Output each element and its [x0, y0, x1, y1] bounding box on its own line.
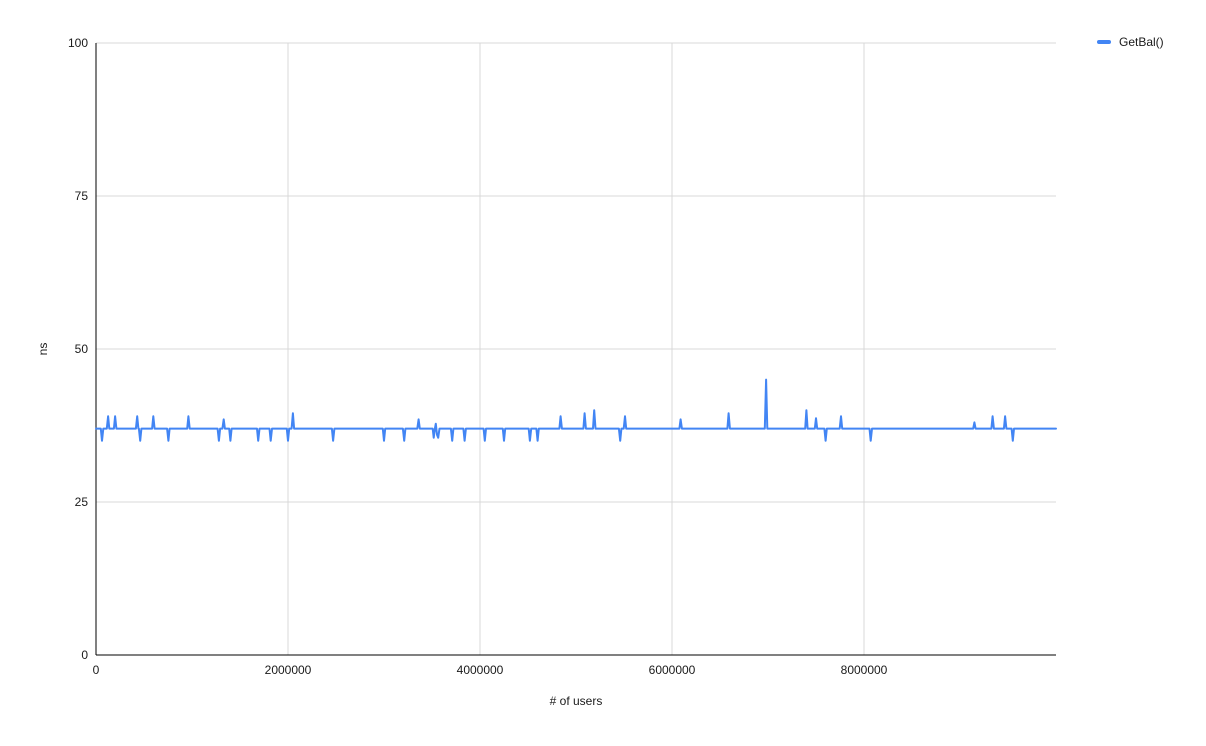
x-tick-label: 2000000 — [264, 663, 312, 677]
legend-label: GetBal() — [1119, 35, 1164, 49]
x-tick-label: 0 — [92, 663, 100, 677]
legend: GetBal() — [1097, 35, 1164, 49]
series-line-getbal — [95, 378, 1057, 442]
y-tick-label: 25 — [74, 495, 88, 509]
x-tick-label: 6000000 — [648, 663, 696, 677]
y-tick-label: 75 — [74, 189, 88, 203]
x-tick-label: 8000000 — [840, 663, 888, 677]
y-tick-label: 100 — [67, 36, 88, 50]
y-tick-label: 50 — [74, 342, 88, 356]
x-tick-label: 4000000 — [456, 663, 504, 677]
y-tick-label: 0 — [81, 648, 88, 662]
legend-swatch-getbal — [1097, 40, 1111, 44]
x-axis-title: # of users — [549, 694, 603, 708]
